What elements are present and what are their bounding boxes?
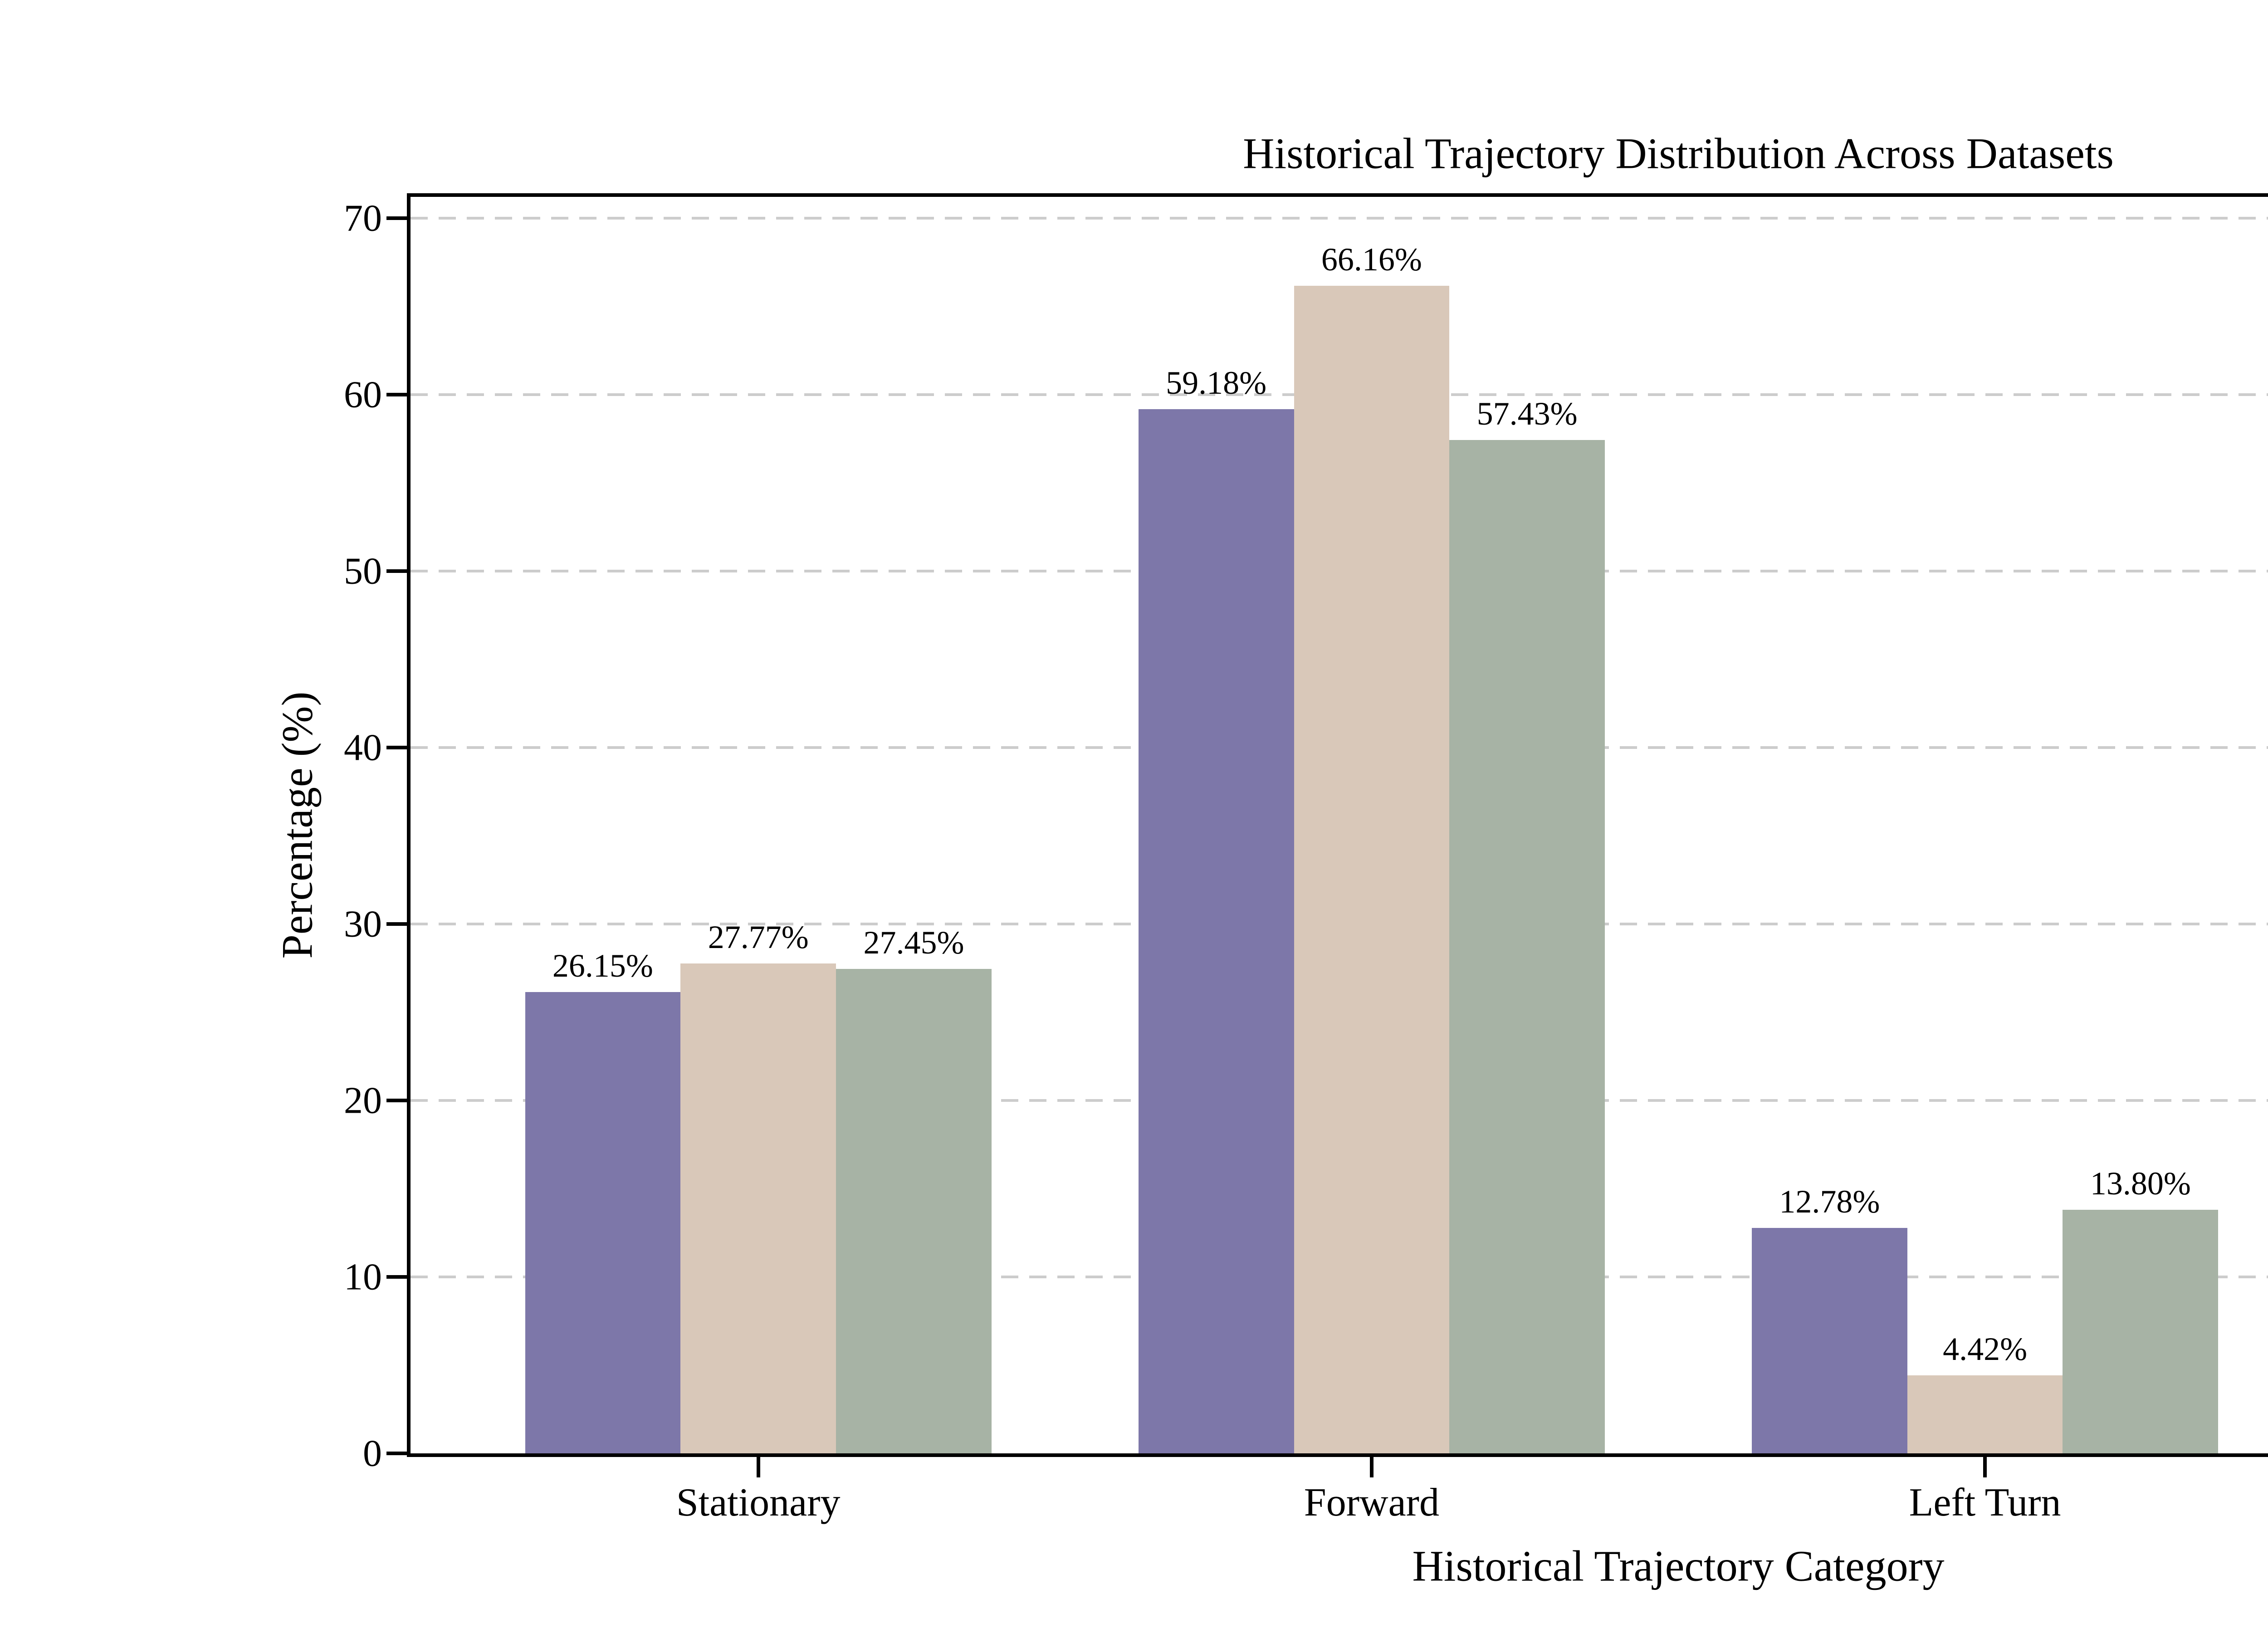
y-tick-50: [386, 569, 407, 573]
x-tick-label-1: Forward: [1304, 1481, 1439, 1525]
bar-value-label-lyft-2: 4.42%: [1943, 1331, 2028, 1368]
bar-lyft-stationary: [680, 963, 836, 1453]
bar-waymo-stationary: [525, 992, 681, 1453]
bar-lyft-left-turn: [1907, 1375, 2063, 1453]
gridline-70: [411, 216, 2268, 220]
chart-title: Historical Trajectory Distribution Acros…: [1243, 129, 2114, 178]
y-tick-10: [386, 1275, 407, 1279]
y-tick-60: [386, 392, 407, 396]
y-tick-label-0: 0: [363, 1432, 382, 1475]
bar-lyft-forward: [1294, 286, 1450, 1453]
x-tick-label-2: Left Turn: [1909, 1481, 2061, 1525]
y-tick-70: [386, 216, 407, 220]
x-tick-2: [1983, 1457, 1987, 1477]
y-tick-label-30: 30: [344, 903, 382, 945]
y-tick-20: [386, 1098, 407, 1102]
bar-nuplan-left-turn: [2063, 1210, 2219, 1453]
bar-value-label-nuplan-1: 57.43%: [1476, 395, 1578, 432]
y-tick-label-70: 70: [344, 197, 382, 240]
y-tick-30: [386, 922, 407, 926]
bar-value-label-waymo-0: 26.15%: [552, 947, 653, 984]
y-tick-40: [386, 745, 407, 749]
x-tick-0: [756, 1457, 760, 1477]
x-tick-label-0: Stationary: [676, 1481, 841, 1525]
y-axis-label: Percentage (%): [273, 691, 322, 959]
bar-nuplan-stationary: [836, 969, 992, 1453]
x-tick-1: [1369, 1457, 1374, 1477]
y-tick-label-60: 60: [344, 373, 382, 416]
y-tick-label-50: 50: [344, 550, 382, 592]
bar-value-label-lyft-1: 66.16%: [1321, 241, 1422, 278]
y-tick-label-20: 20: [344, 1079, 382, 1122]
bar-waymo-forward: [1138, 409, 1294, 1453]
y-tick-label-10: 10: [344, 1256, 382, 1298]
bar-waymo-left-turn: [1751, 1227, 1907, 1453]
x-axis-label: Historical Trajectory Category: [1412, 1541, 1945, 1590]
bar-value-label-waymo-2: 12.78%: [1779, 1183, 1880, 1220]
y-tick-label-40: 40: [344, 726, 382, 769]
bar-value-label-lyft-0: 27.77%: [708, 919, 809, 955]
bar-value-label-nuplan-2: 13.80%: [2090, 1165, 2191, 1202]
y-tick-0: [386, 1452, 407, 1455]
bar-value-label-waymo-1: 59.18%: [1166, 364, 1267, 401]
bar-value-label-nuplan-0: 27.45%: [863, 924, 964, 961]
bar-nuplan-forward: [1449, 440, 1605, 1453]
